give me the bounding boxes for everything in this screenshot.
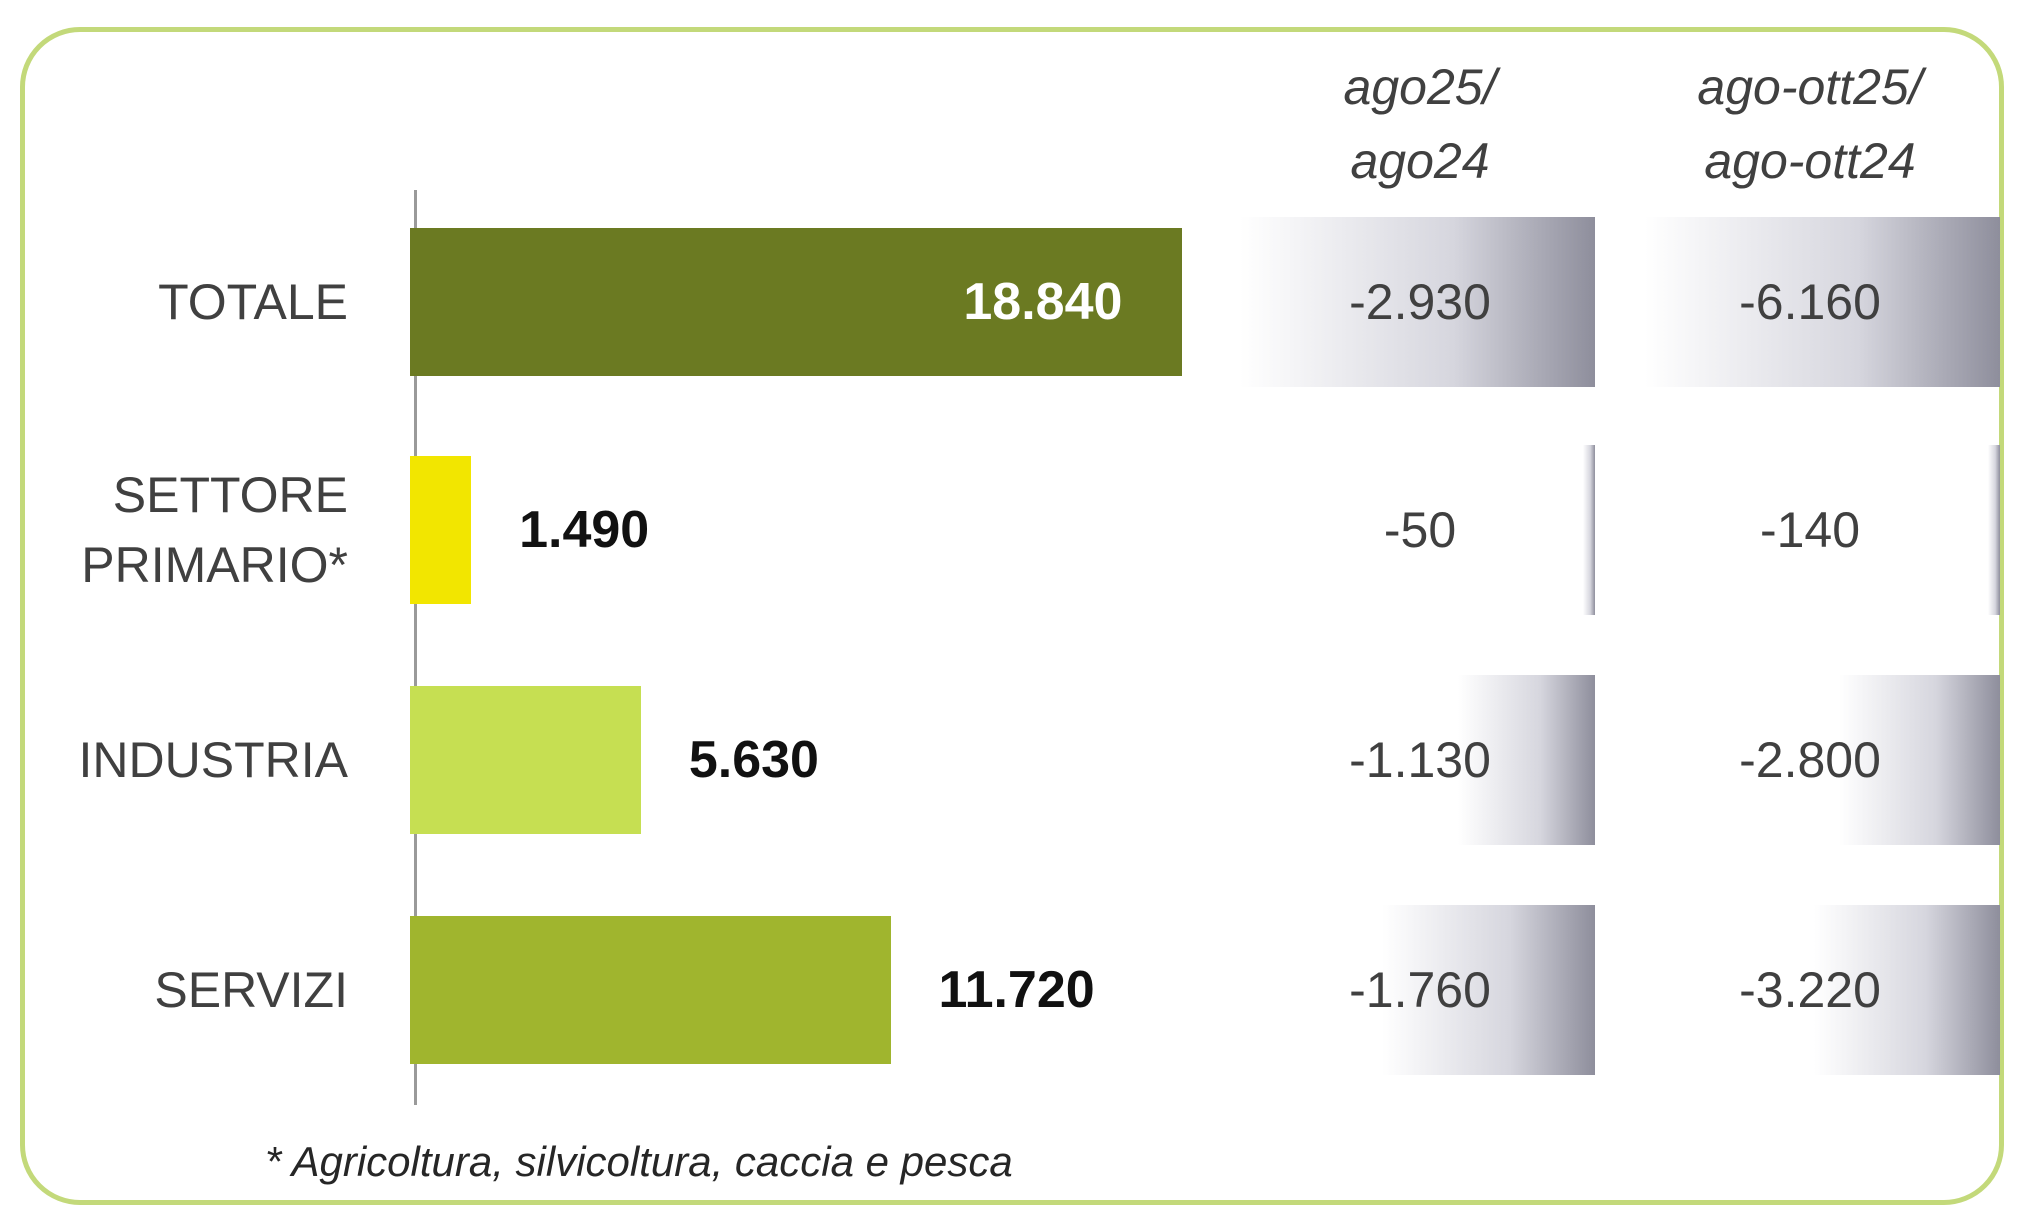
bar [410,916,891,1064]
delta-bar [1583,445,1595,615]
category-label: TOTALE [158,274,348,330]
bar [410,686,641,834]
delta-value: -6.160 [1739,274,1881,330]
column-header: ago25/ago24 [1250,50,1590,198]
delta-bar [1645,217,2000,387]
delta-value: -140 [1759,502,1861,558]
category-label: INDUSTRIA [78,732,348,788]
category-label: SETTORE PRIMARIO* [81,467,348,593]
bar-value-label: 5.630 [688,731,819,789]
delta-value: -2.930 [1349,274,1491,330]
delta-bar [1381,905,1595,1075]
delta-bar [1240,217,1595,387]
chart-frame [20,27,2004,1205]
column-header: ago-ott25/ago-ott24 [1640,50,1980,198]
delta-value: -1.760 [1349,962,1491,1018]
delta-bar [1458,675,1595,845]
category-label: SERVIZI [154,962,348,1018]
column-header-line: ago24 [1350,133,1490,189]
bar [410,456,472,604]
delta-value: -2.800 [1739,732,1881,788]
column-header-line: ago-ott24 [1704,133,1916,189]
bar-value-label: 11.720 [938,961,1095,1019]
bar-value-label: 1.490 [519,501,650,559]
bar-value-label: 18.840 [963,273,1123,331]
category-axis-line [414,190,417,1105]
footnote: * Agricoltura, silvicoltura, caccia e pe… [265,1138,1013,1185]
delta-bar [1814,905,2000,1075]
column-header-line: ago-ott25/ [1697,59,1923,115]
delta-value: -1.130 [1349,732,1491,788]
delta-value: -50 [1383,502,1457,558]
column-header-line: ago25/ [1343,59,1497,115]
delta-bar [1988,445,2000,615]
bar [410,228,1183,376]
delta-bar [1838,675,2000,845]
delta-value: -3.220 [1739,962,1881,1018]
